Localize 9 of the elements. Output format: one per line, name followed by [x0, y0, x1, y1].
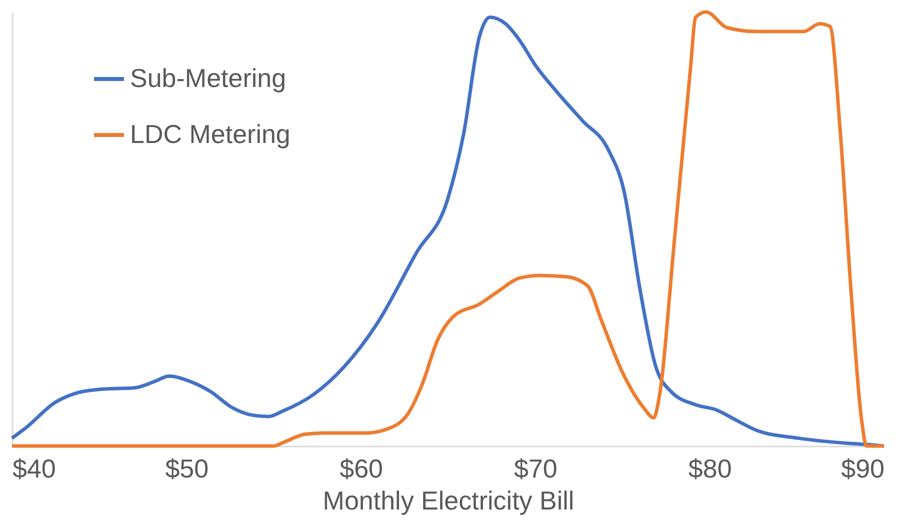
- legend-label: LDC Metering: [130, 119, 290, 149]
- x-tick-label: $70: [514, 454, 558, 484]
- x-tick-label: $50: [165, 454, 209, 484]
- x-tick-label: $40: [12, 454, 56, 484]
- x-tick-label: $80: [688, 454, 732, 484]
- x-axis-title: Monthly Electricity Bill: [322, 486, 574, 516]
- x-tick-label: $90: [841, 454, 884, 484]
- x-tick-label: $60: [340, 454, 383, 484]
- legend-label: Sub-Metering: [130, 63, 286, 93]
